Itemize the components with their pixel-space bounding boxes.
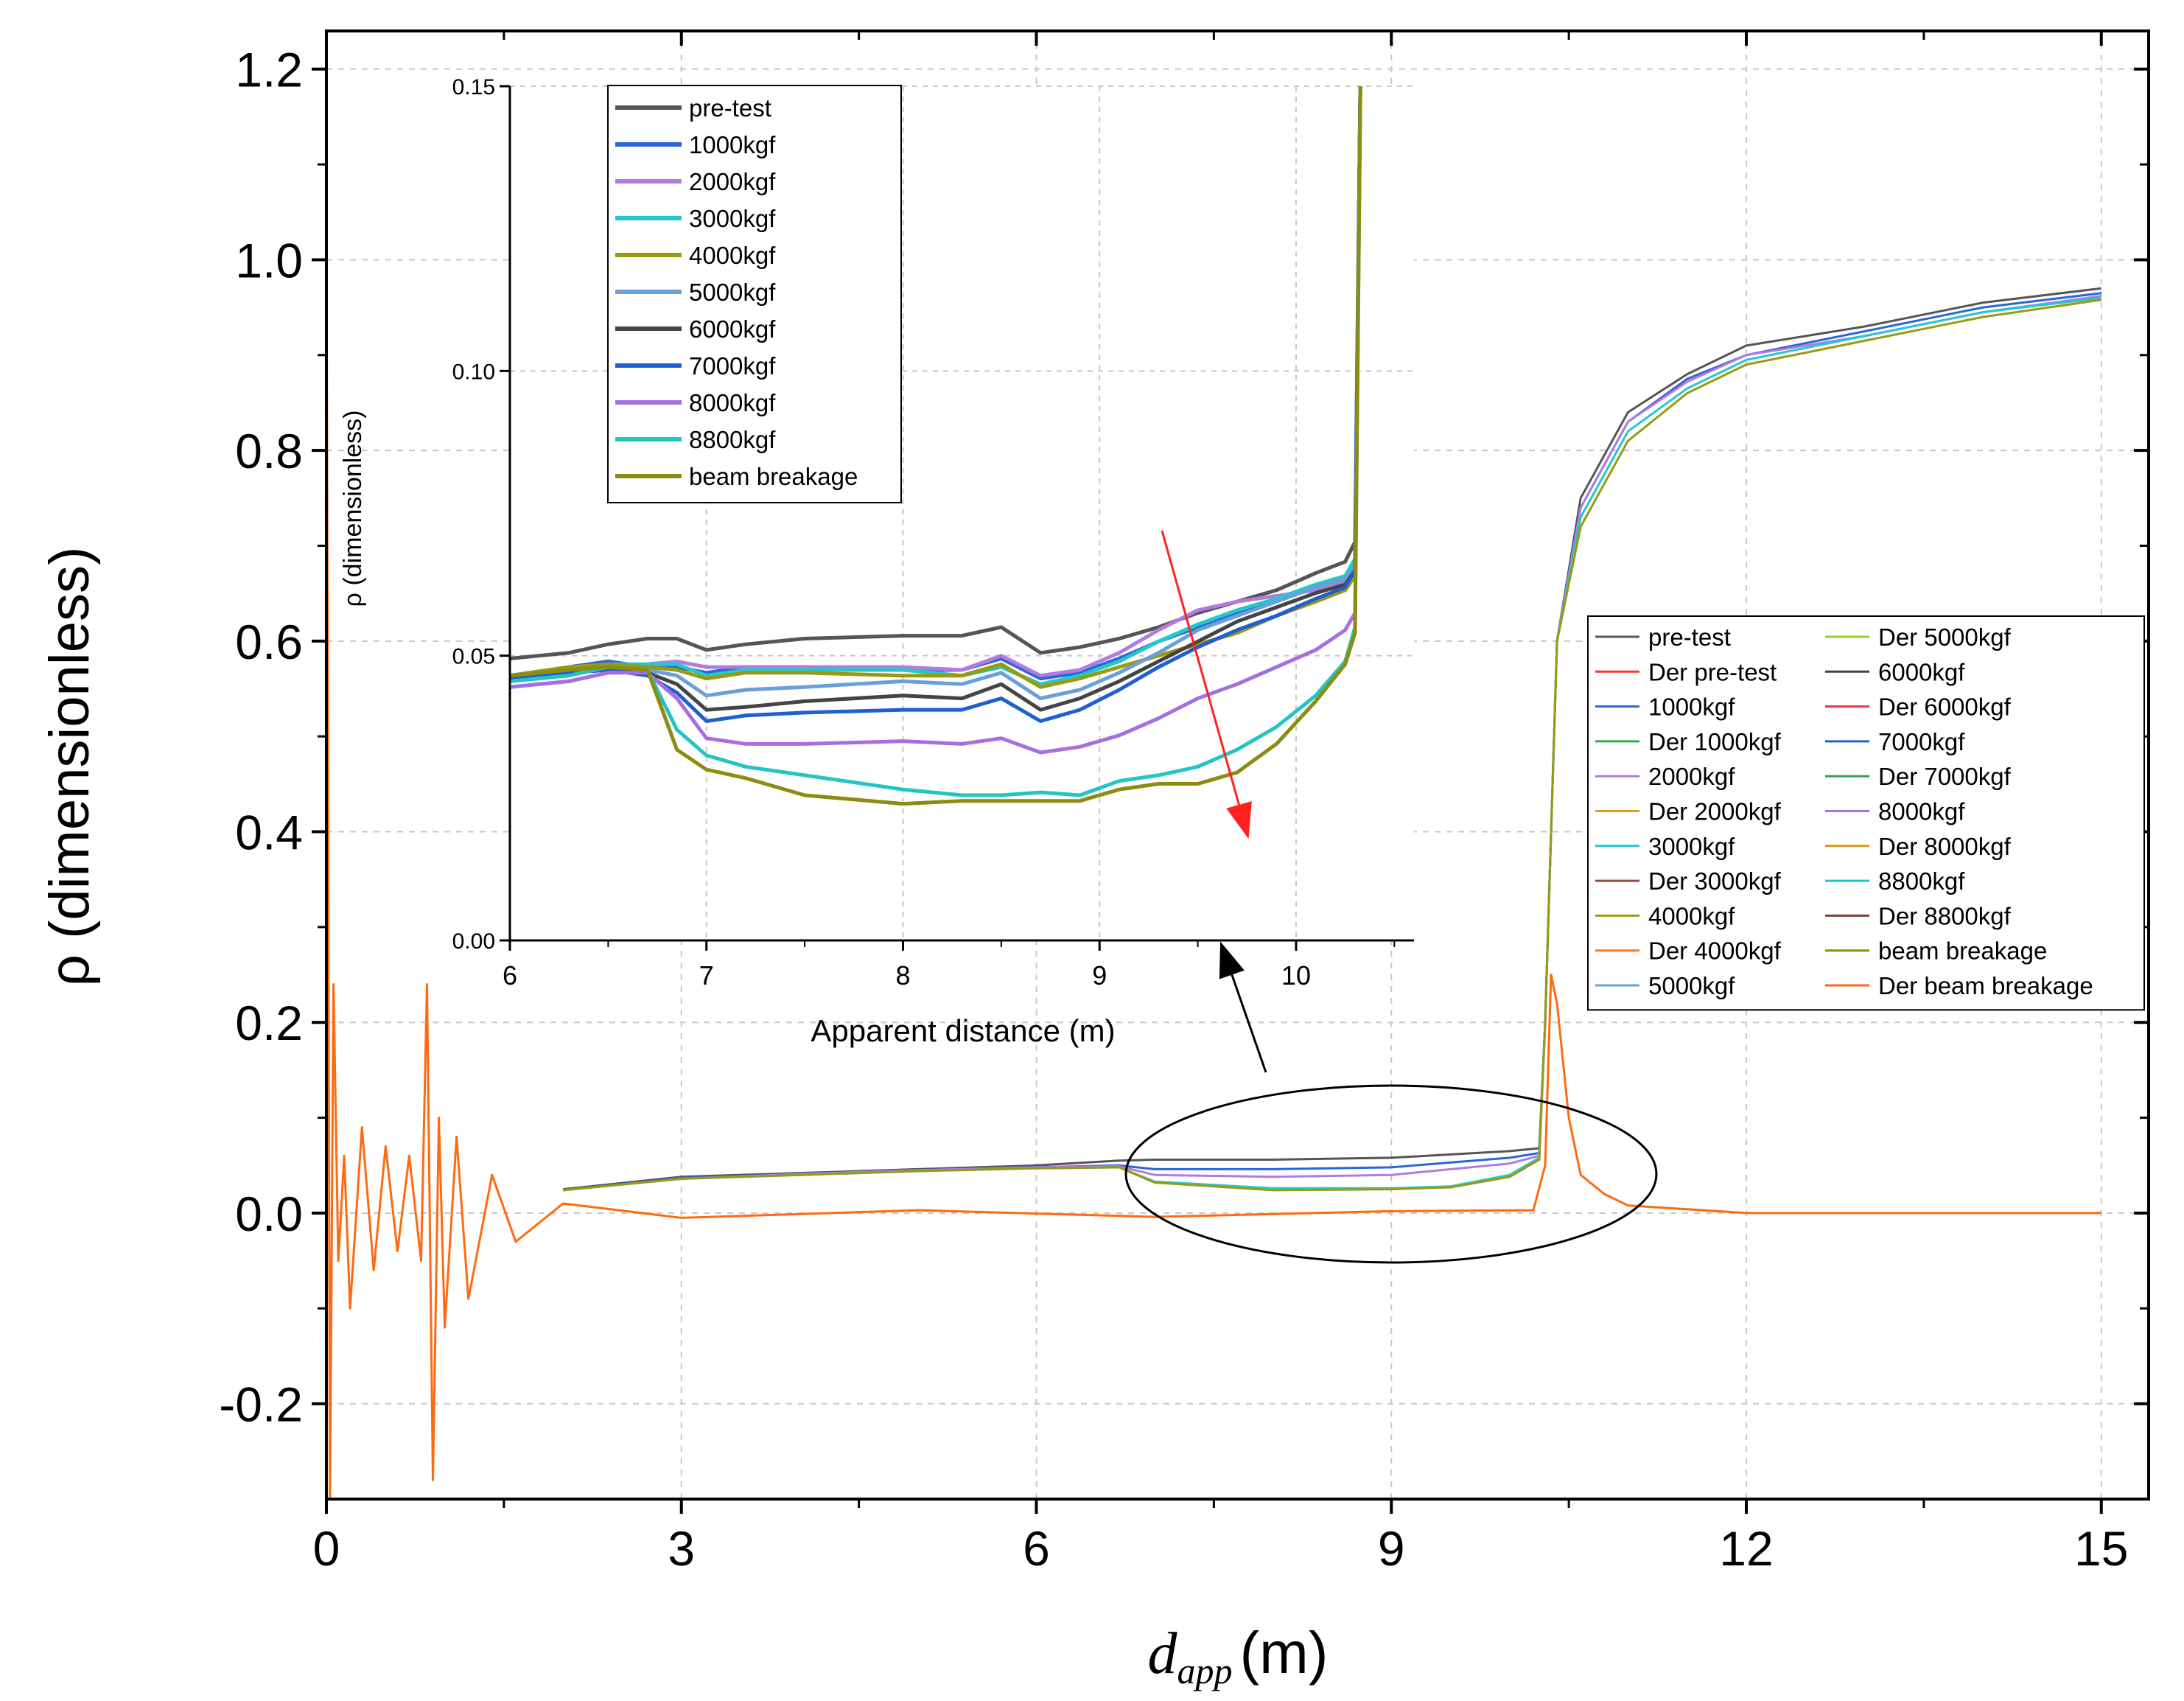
inset-legend-label: beam breakage [689,463,858,490]
inset-x-axis-label: Apparent distance (m) [811,1013,1115,1048]
main-legend-label: Der 8800kgf [1878,902,2012,929]
main-x-tick-label: 9 [1378,1521,1405,1576]
main-y-tick-label: 1.0 [235,233,303,287]
inset-series-group [510,86,1362,806]
main-legend-box [1587,615,2145,1011]
inset-legend-label: 5000kgf [689,279,776,306]
main-x-tick-label: 15 [2074,1521,2128,1576]
main-legend-label: 1000kgf [1648,694,1735,721]
inset-x-tick-label: 8 [895,960,910,991]
main-legend: pre-test Der pre-test 1000kgf Der 1000kgf 20… [1587,615,2145,1011]
main-legend-label: Der 2000kgf [1648,798,1782,825]
inset-x-tick-label: 10 [1281,960,1311,991]
main-y-tick-label: 0.6 [235,615,303,669]
main-legend-label: 8000kgf [1878,798,1965,825]
main-legend-label: 5000kgf [1648,972,1735,999]
inset-series-line [510,86,1362,755]
main-legend-label: Der 5000kgf [1878,624,2012,651]
main-y-tick-label: -0.2 [219,1377,303,1432]
inset-series-line [510,86,1362,701]
inset-y-axis-label: ρ (dimensionless) [339,411,367,607]
inset-legend-label: 7000kgf [689,352,776,380]
zoom-pointer-arrow [1219,941,1267,1073]
main-y-tick-label: 0.8 [235,424,303,478]
inset-y-tick-label: 0.00 [452,929,495,954]
trend-arrow [1161,530,1252,839]
zoom-region-ellipse [1124,1084,1658,1264]
main-series-group [326,212,2102,1499]
inset-y-tick-label: 0.05 [452,645,495,669]
main-legend-label: Der 6000kgf [1878,694,2012,721]
inset-x-tick-label: 7 [699,960,714,991]
inset-axis-ticks: 6 7 8 9 10 0.00 0.05 0.10 0.15 [452,75,1396,991]
main-legend-label: Der 8000kgf [1878,833,2012,860]
main-legend-label: Der pre-test [1648,658,1777,685]
inset-legend-label: 4000kgf [689,242,776,269]
main-x-axis-label: dapp (m) [1148,1620,1329,1691]
main-legend-label: 6000kgf [1878,658,1965,685]
main-series-line [563,298,2102,1192]
inset-x-tick-label: 9 [1092,960,1107,991]
main-y-tick-label: 0.0 [235,1187,303,1241]
inset-series-line [510,86,1362,806]
inset-legend-label: 2000kgf [689,168,776,195]
inset-legend-label: 6000kgf [689,315,776,343]
main-x-tick-label: 0 [313,1521,340,1576]
inset-x-tick-label: 6 [503,960,517,991]
main-plot-frame [325,29,2150,1501]
main-legend-label: 2000kgf [1648,763,1735,790]
inset-legend-label: pre-test [689,94,771,122]
main-x-axis-label-unit: (m) [1240,1620,1329,1686]
main-series-line [563,287,2101,1191]
inset-series-line [510,86,1362,797]
main-legend-label: 4000kgf [1648,902,1735,929]
main-legend-label: 3000kgf [1648,833,1735,860]
inset-legend-label: 8800kgf [689,426,776,453]
main-y-axis-label: ρ (dimensionless) [38,547,101,987]
inset-y-tick-label: 0.10 [452,360,495,384]
inset-series-line [510,86,1362,712]
main-x-axis-label-symbol: d [1148,1621,1178,1686]
main-legend-label: Der 7000kgf [1878,763,2012,790]
inset-y-tick-label: 0.15 [452,75,495,99]
main-legend-label: Der 4000kgf [1648,937,1782,965]
main-legend-label: beam breakage [1878,937,2047,965]
main-legend-label: 8800kgf [1878,867,1965,895]
inset-legend-label: 3000kgf [689,205,776,232]
main-y-tick-label: 1.2 [235,43,303,97]
main-legend-label: Der beam breakage [1878,972,2093,999]
inset-legend-label: 1000kgf [689,131,776,158]
main-x-axis-label-subscript: app [1177,1650,1233,1691]
inset-legend-label: 8000kgf [689,389,776,416]
main-series-line [326,212,2101,1499]
inset-series-line [510,86,1362,660]
main-x-tick-label: 6 [1023,1521,1050,1576]
main-x-tick-label: 3 [668,1521,695,1576]
main-x-tick-label: 12 [1719,1521,1773,1576]
inset-legend: pre-test 1000kgf 2000kgf 3000kgf 4000kgf 5000… [607,85,902,503]
main-legend-label: Der 1000kgf [1648,728,1782,755]
main-y-tick-label: 0.2 [235,996,303,1050]
main-legend-label: pre-test [1648,624,1731,651]
main-y-tick-label: 0.4 [235,806,303,860]
main-legend-label: Der 3000kgf [1648,867,1782,895]
main-axis-ticks: 0 3 6 9 12 15 -0.2 0.0 0.2 0.4 0.6 0.8 1.0 1.2 [219,31,2149,1576]
main-legend-label: 7000kgf [1878,728,1965,755]
